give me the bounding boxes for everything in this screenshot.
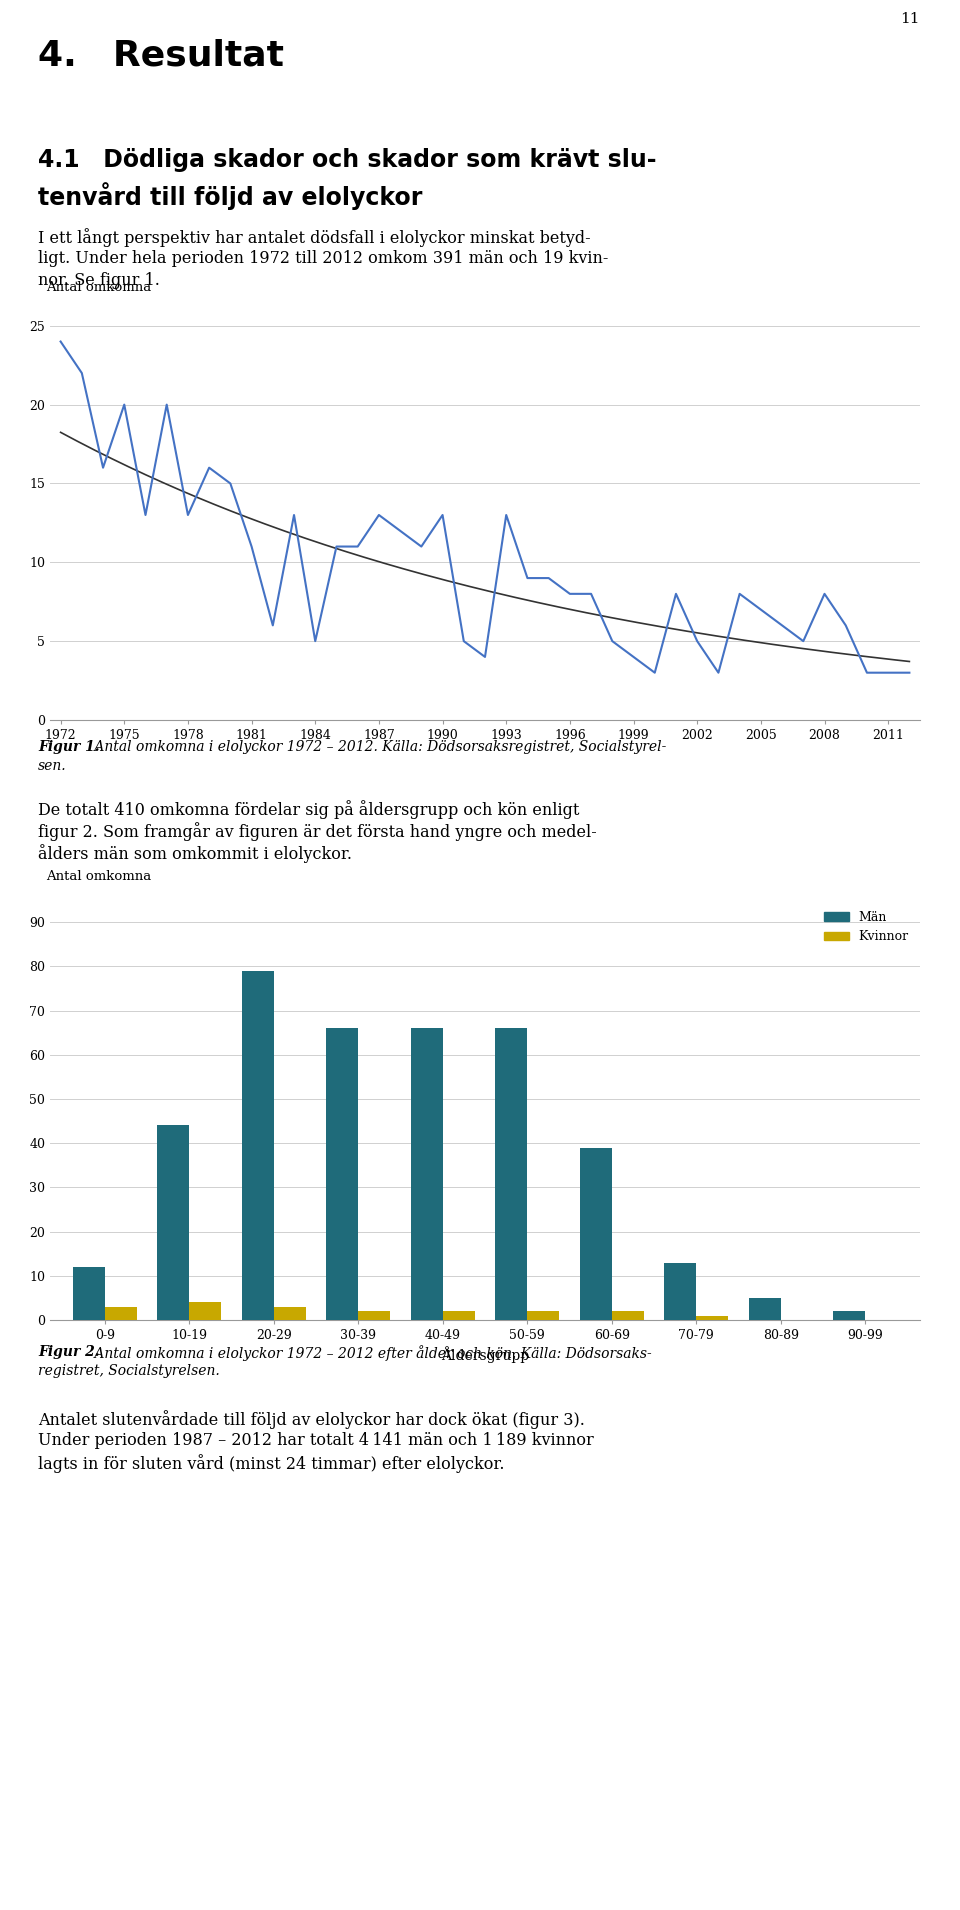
Bar — [833, 1310, 865, 1320]
Bar — [527, 1310, 560, 1320]
Text: I ett långt perspektiv har antalet dödsfall i elolyckor minskat betyd-: I ett långt perspektiv har antalet dödsf… — [38, 227, 590, 246]
Bar — [358, 1310, 391, 1320]
Text: 4. Resultat: 4. Resultat — [38, 38, 284, 73]
Text: lagts in för sluten vård (minst 24 timmar) efter elolyckor.: lagts in för sluten vård (minst 24 timma… — [38, 1454, 505, 1473]
Text: 4.1 Dödliga skador och skador som krävt slu-: 4.1 Dödliga skador och skador som krävt … — [38, 147, 657, 172]
X-axis label: Åldersgrupp: Åldersgrupp — [441, 1347, 529, 1364]
Bar — [326, 1028, 358, 1320]
Text: Under perioden 1987 – 2012 har totalt 4 141 män och 1 189 kvinnor: Under perioden 1987 – 2012 har totalt 4 … — [38, 1432, 593, 1450]
Text: sen.: sen. — [38, 758, 66, 774]
Text: Antal omkomna: Antal omkomna — [46, 281, 151, 294]
Bar — [274, 1306, 306, 1320]
Text: Antal omkomna i elolyckor 1972 – 2012 efter ålder och kön. Källa: Dödsorsaks-: Antal omkomna i elolyckor 1972 – 2012 ef… — [90, 1345, 652, 1360]
Text: Antal omkomna i elolyckor 1972 – 2012. Källa: Dödsorsaksregistret, Socialstyrel-: Antal omkomna i elolyckor 1972 – 2012. K… — [90, 739, 666, 754]
Bar — [157, 1125, 189, 1320]
Bar — [189, 1303, 222, 1320]
Legend: Män, Kvinnor: Män, Kvinnor — [819, 905, 914, 949]
Bar — [612, 1310, 644, 1320]
Bar — [73, 1266, 105, 1320]
Bar — [105, 1306, 137, 1320]
Text: Antal omkomna: Antal omkomna — [46, 871, 151, 882]
Bar — [443, 1310, 475, 1320]
Text: ligt. Under hela perioden 1972 till 2012 omkom 391 män och 19 kvin-: ligt. Under hela perioden 1972 till 2012… — [38, 250, 609, 267]
Text: nor. Se figur 1.: nor. Se figur 1. — [38, 271, 160, 288]
Bar — [580, 1148, 612, 1320]
Text: Figur 1.: Figur 1. — [38, 739, 100, 754]
Bar — [664, 1263, 696, 1320]
Text: Antalet slutenvårdade till följd av elolyckor har dock ökat (figur 3).: Antalet slutenvårdade till följd av elol… — [38, 1410, 585, 1429]
Text: ålders män som omkommit i elolyckor.: ålders män som omkommit i elolyckor. — [38, 844, 352, 863]
Text: 11: 11 — [900, 11, 920, 27]
Bar — [411, 1028, 443, 1320]
Bar — [495, 1028, 527, 1320]
Bar — [242, 970, 274, 1320]
Text: De totalt 410 omkomna fördelar sig på åldersgrupp och kön enligt: De totalt 410 omkomna fördelar sig på ål… — [38, 800, 580, 819]
Text: tenvård till följd av elolyckor: tenvård till följd av elolyckor — [38, 181, 422, 210]
Bar — [749, 1299, 780, 1320]
Text: figur 2. Som framgår av figuren är det första hand yngre och medel-: figur 2. Som framgår av figuren är det f… — [38, 821, 597, 840]
Text: registret, Socialstyrelsen.: registret, Socialstyrelsen. — [38, 1364, 220, 1377]
Text: Figur 2.: Figur 2. — [38, 1345, 100, 1360]
Bar — [696, 1316, 729, 1320]
